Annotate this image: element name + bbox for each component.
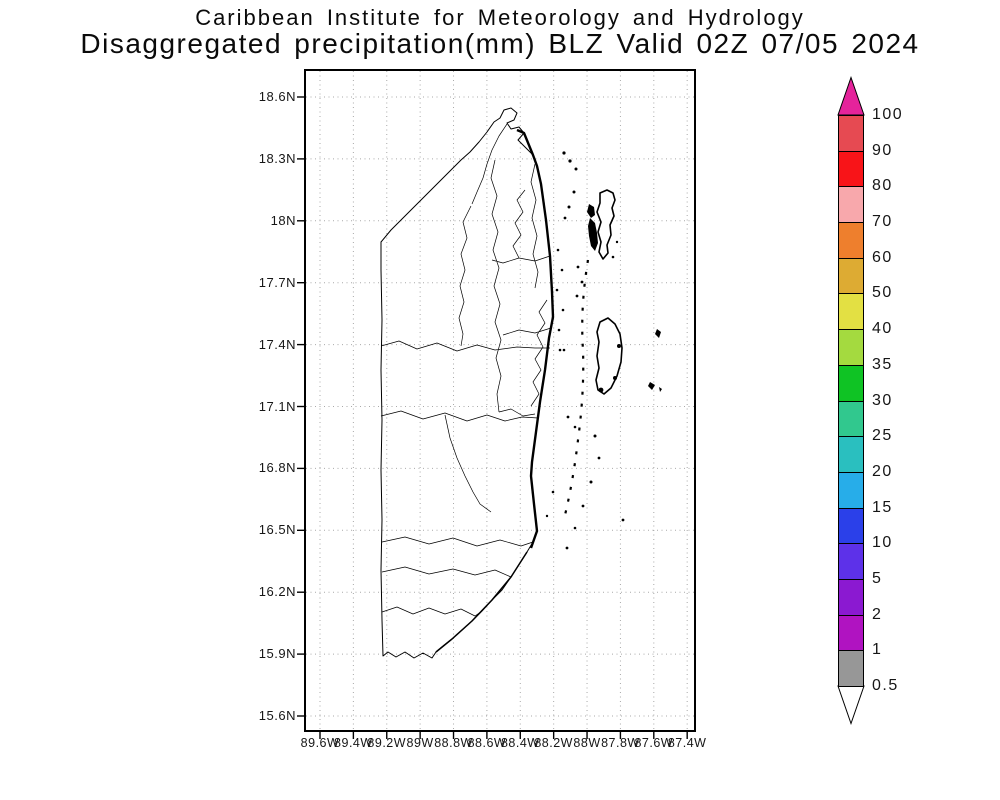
lon-tick-label: 88.2W <box>534 736 573 750</box>
lon-tick-label: 88.6W <box>467 736 507 750</box>
lat-tick-label: 17.7N <box>258 274 296 290</box>
colorbar-segment <box>838 293 864 330</box>
coastline-emphasis <box>516 128 555 549</box>
colorbar-segment <box>838 508 864 544</box>
colorbar-segment <box>838 151 864 187</box>
colorbar-tick-label: 70 <box>872 213 893 230</box>
turneffe-atoll <box>595 317 623 395</box>
colorbar-segment <box>838 615 864 651</box>
lat-tick-label: 16.2N <box>258 584 296 600</box>
colorbar-segment <box>838 222 864 259</box>
colorbar-segment <box>838 650 864 687</box>
lon-tick-label: 88.4W <box>500 736 540 750</box>
colorbar-tick-label: 90 <box>872 142 893 159</box>
colorbar-tick-label: 80 <box>872 177 893 194</box>
lat-tick-label: 18.3N <box>258 150 296 166</box>
lon-tick-label: 89.2W <box>367 736 407 750</box>
south-coastline-emphasis <box>435 551 528 653</box>
colorbar-segment <box>838 365 864 402</box>
lon-tick-label: 88.8W <box>434 736 473 750</box>
colorbar-tick-label: 25 <box>872 427 893 444</box>
lon-tick-label: 89W <box>406 736 434 750</box>
colorbar-segment <box>838 579 864 616</box>
colorbar-tick-label: 60 <box>872 249 893 266</box>
lon-tick-label: 88W <box>573 736 601 750</box>
lighthouse-reef-marks <box>648 329 662 392</box>
map-frame <box>304 69 696 732</box>
colorbar-segment <box>838 401 864 437</box>
colorbar-bottom-arrow-icon <box>837 685 865 725</box>
colorbar-tick-label: 0.5 <box>872 677 899 694</box>
axis-tick-marks <box>297 96 688 739</box>
lat-tick-label: 18.6N <box>258 89 296 104</box>
colorbar-tick-label: 30 <box>872 392 893 409</box>
lon-tick-label: 89.6W <box>300 736 340 750</box>
colorbar-segment <box>838 115 864 152</box>
graticule-gridlines <box>306 71 694 730</box>
map-panel <box>297 69 696 739</box>
colorbar-segment <box>838 329 864 366</box>
lon-tick-label: 87.4W <box>667 736 707 750</box>
colorbar-segment <box>838 472 864 509</box>
lat-tick-label: 15.6N <box>258 708 296 723</box>
plot-title-line2: Disaggregated precipitation(mm) BLZ Vali… <box>80 28 920 59</box>
colorbar-tick-label: 10 <box>872 534 893 551</box>
lat-tick-label: 15.9N <box>258 646 296 662</box>
colorbar-segment <box>838 543 864 580</box>
colorbar-tick-label: 100 <box>872 106 904 123</box>
lat-tick-label: 16.8N <box>258 460 296 476</box>
caye-chapel-blob <box>587 204 598 251</box>
colorbar-segment <box>838 186 864 223</box>
lat-tick-label: 17.4N <box>258 336 296 352</box>
lat-tick-label: 17.1N <box>258 398 296 414</box>
district-boundaries <box>380 123 552 617</box>
colorbar-tick-label: 50 <box>872 284 893 301</box>
colorbar-segment <box>838 258 864 294</box>
belize-outline <box>380 107 554 659</box>
ambergris-caye <box>596 189 616 260</box>
colorbar-tick-label: 15 <box>872 499 893 516</box>
colorbar-tick-label: 1 <box>872 641 883 658</box>
colorbar-tick-label: 40 <box>872 320 893 337</box>
colorbar-tick-label: 35 <box>872 356 893 373</box>
lon-tick-label: 87.6W <box>634 736 674 750</box>
offshore-cayes-dots <box>545 151 625 550</box>
colorbar-tick-label: 20 <box>872 463 893 480</box>
colorbar-tick-label: 2 <box>872 606 883 623</box>
colorbar-top-arrow-icon <box>837 76 865 116</box>
plot-title-line1: Caribbean Institute for Meteorology and … <box>195 5 805 30</box>
lon-tick-label: 87.8W <box>601 736 640 750</box>
lat-tick-label: 16.5N <box>258 522 296 538</box>
lat-tick-label: 18N <box>270 212 296 228</box>
colorbar-tick-label: 5 <box>872 570 883 587</box>
lon-tick-label: 89.4W <box>334 736 373 750</box>
barrier-reef-dashes <box>563 259 590 516</box>
colorbar-segment <box>838 436 864 473</box>
